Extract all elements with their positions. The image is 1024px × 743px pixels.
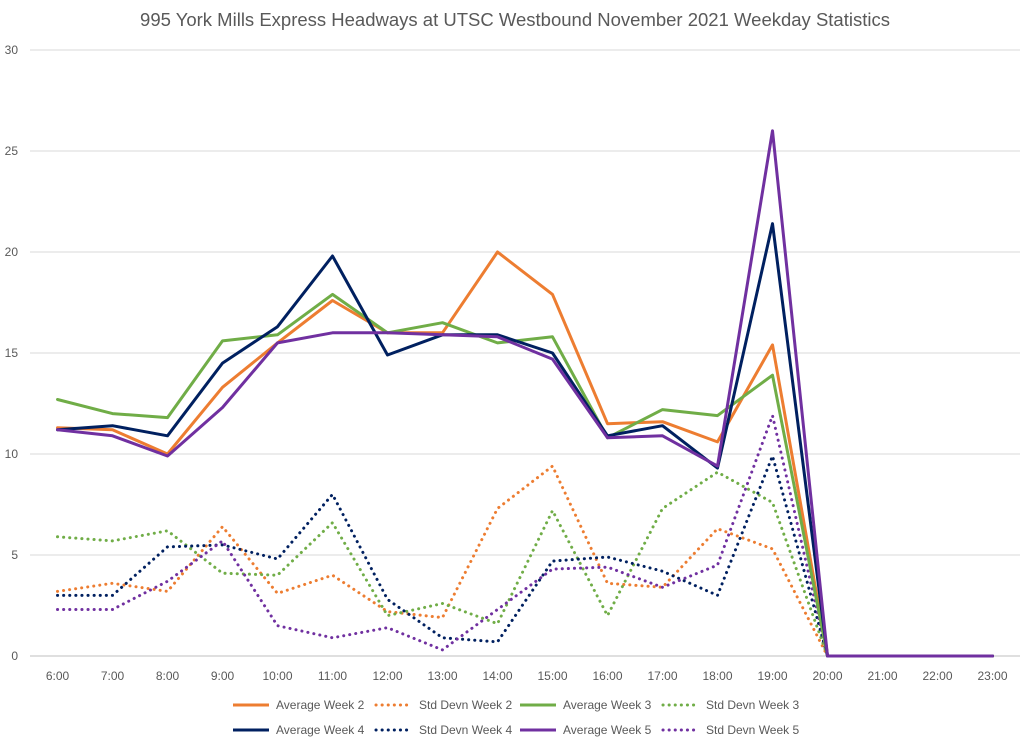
y-tick-label: 15: [5, 346, 19, 360]
x-tick-label: 9:00: [211, 669, 235, 683]
x-tick-label: 16:00: [592, 669, 622, 683]
x-tick-label: 10:00: [262, 669, 292, 683]
series-lines: [56, 129, 994, 658]
x-tick-label: 17:00: [647, 669, 677, 683]
x-tick-label: 13:00: [427, 669, 457, 683]
legend-label: Average Week 3: [563, 698, 652, 712]
legend-label: Average Week 4: [276, 723, 365, 737]
y-tick-label: 25: [5, 144, 19, 158]
x-tick-label: 19:00: [757, 669, 787, 683]
legend-label: Average Week 2: [276, 698, 365, 712]
legend-label: Std Devn Week 2: [419, 698, 512, 712]
legend: Average Week 2 Std Devn Week 2 Average Wee…: [233, 698, 799, 737]
chart-title: 995 York Mills Express Headways at UTSC …: [140, 9, 890, 30]
x-tick-label: 7:00: [101, 669, 125, 683]
y-tick-label: 30: [5, 43, 19, 57]
series-line-average-week-5: [56, 129, 994, 658]
x-tick-label: 20:00: [812, 669, 842, 683]
y-axis-tick-labels: 0 5 10 15 20 25 30: [5, 43, 19, 663]
series-line-std-devn-week-2: [56, 464, 994, 658]
gridlines: [30, 49, 1020, 657]
x-tick-label: 8:00: [156, 669, 180, 683]
y-tick-label: 0: [11, 649, 18, 663]
legend-label: Std Devn Week 5: [706, 723, 799, 737]
x-tick-label: 23:00: [977, 669, 1007, 683]
y-tick-label: 5: [11, 548, 18, 562]
y-tick-label: 20: [5, 245, 19, 259]
x-tick-label: 6:00: [46, 669, 70, 683]
x-tick-label: 12:00: [372, 669, 402, 683]
x-tick-label: 15:00: [537, 669, 567, 683]
series-line-std-devn-week-3: [56, 470, 994, 658]
legend-label: Average Week 5: [563, 723, 652, 737]
series-line-std-devn-week-5: [56, 414, 994, 658]
y-tick-label: 10: [5, 447, 19, 461]
x-tick-label: 11:00: [318, 669, 347, 683]
x-tick-label: 22:00: [922, 669, 952, 683]
series-line-average-week-4: [56, 222, 994, 658]
x-axis-tick-labels: 6:00 7:00 8:00 9:00 10:00 11:00 12:00 13:00 14:0…: [46, 669, 1008, 683]
x-tick-label: 21:00: [867, 669, 897, 683]
x-tick-label: 14:00: [482, 669, 512, 683]
x-tick-label: 18:00: [702, 669, 732, 683]
legend-label: Std Devn Week 3: [706, 698, 799, 712]
legend-label: Std Devn Week 4: [419, 723, 512, 737]
